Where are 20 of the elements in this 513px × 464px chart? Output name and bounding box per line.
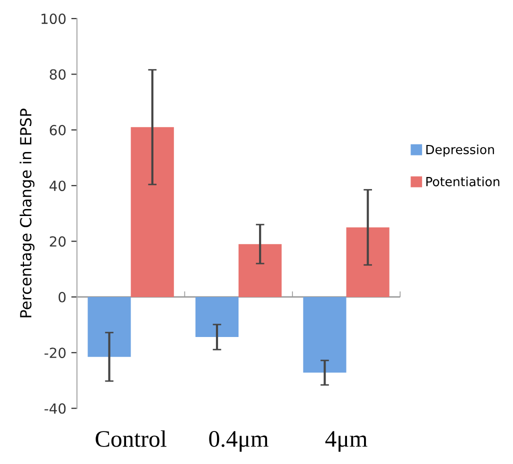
y-tick-label: 60	[50, 124, 66, 136]
legend-label: Potentiation	[426, 176, 500, 186]
x-tick-label: 0.4μm	[209, 430, 268, 452]
y-axis-title: Percentage Change in EPSP	[20, 108, 34, 318]
bar	[130, 127, 174, 297]
y-tick-label: -40	[44, 403, 66, 414]
y-tick-label: 0	[58, 292, 66, 302]
y-tick-label: 40	[50, 180, 66, 192]
x-tick-label: Control	[96, 430, 166, 447]
bar	[238, 244, 282, 297]
bar	[195, 296, 239, 338]
bar	[88, 296, 131, 357]
bar	[303, 296, 346, 373]
y-tick-label: 20	[50, 236, 66, 247]
x-tick-label: 4μm	[325, 431, 368, 452]
y-tick-label: 100	[42, 14, 66, 24]
y-tick-label: 80	[50, 69, 66, 80]
bar	[346, 227, 390, 297]
y-tick-label: -20	[44, 348, 66, 358]
legend-label: Depression	[426, 144, 494, 157]
